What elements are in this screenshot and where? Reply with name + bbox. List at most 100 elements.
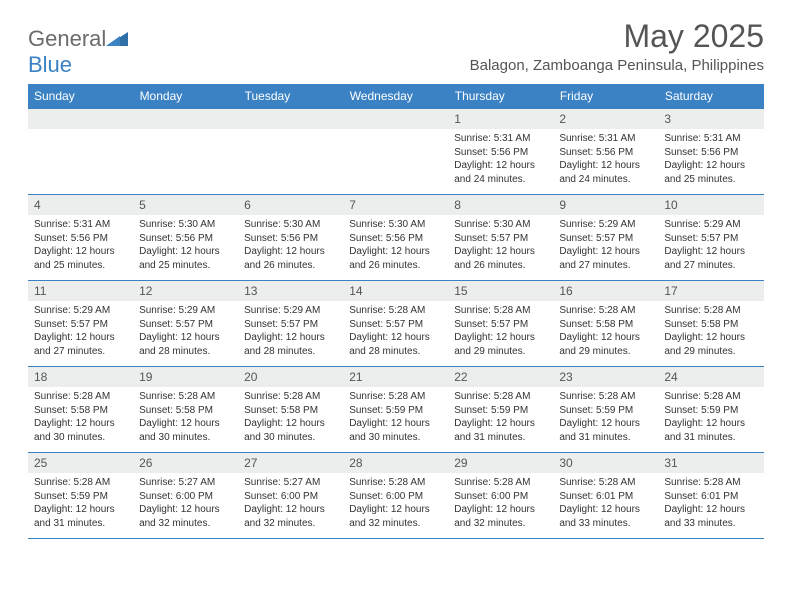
day-number: 17 — [658, 281, 763, 301]
calendar-day-cell: 10Sunrise: 5:29 AMSunset: 5:57 PMDayligh… — [658, 195, 763, 281]
calendar-day-cell: 8Sunrise: 5:30 AMSunset: 5:57 PMDaylight… — [448, 195, 553, 281]
logo-text-gray: General — [28, 26, 106, 51]
calendar-week-row: 25Sunrise: 5:28 AMSunset: 5:59 PMDayligh… — [28, 453, 764, 539]
day-details: Sunrise: 5:27 AMSunset: 6:00 PMDaylight:… — [133, 473, 238, 533]
day-details: Sunrise: 5:28 AMSunset: 6:00 PMDaylight:… — [448, 473, 553, 533]
day-number: 10 — [658, 195, 763, 215]
calendar-table: SundayMondayTuesdayWednesdayThursdayFrid… — [28, 84, 764, 539]
calendar-head: SundayMondayTuesdayWednesdayThursdayFrid… — [28, 84, 764, 109]
calendar-day-cell: 19Sunrise: 5:28 AMSunset: 5:58 PMDayligh… — [133, 367, 238, 453]
header: GeneralBlue May 2025 Balagon, Zamboanga … — [28, 18, 764, 78]
calendar-day-cell: 20Sunrise: 5:28 AMSunset: 5:58 PMDayligh… — [238, 367, 343, 453]
day-number-empty — [28, 109, 133, 129]
calendar-week-row: 11Sunrise: 5:29 AMSunset: 5:57 PMDayligh… — [28, 281, 764, 367]
day-number: 16 — [553, 281, 658, 301]
day-details: Sunrise: 5:29 AMSunset: 5:57 PMDaylight:… — [133, 301, 238, 361]
calendar-day-cell: 29Sunrise: 5:28 AMSunset: 6:00 PMDayligh… — [448, 453, 553, 539]
day-number: 14 — [343, 281, 448, 301]
day-number: 31 — [658, 453, 763, 473]
calendar-body: 1Sunrise: 5:31 AMSunset: 5:56 PMDaylight… — [28, 109, 764, 539]
day-number: 12 — [133, 281, 238, 301]
day-number-empty — [133, 109, 238, 129]
day-details: Sunrise: 5:28 AMSunset: 5:59 PMDaylight:… — [658, 387, 763, 447]
calendar-day-cell: 13Sunrise: 5:29 AMSunset: 5:57 PMDayligh… — [238, 281, 343, 367]
calendar-week-row: 18Sunrise: 5:28 AMSunset: 5:58 PMDayligh… — [28, 367, 764, 453]
day-details: Sunrise: 5:28 AMSunset: 6:01 PMDaylight:… — [553, 473, 658, 533]
calendar-week-row: 4Sunrise: 5:31 AMSunset: 5:56 PMDaylight… — [28, 195, 764, 281]
calendar-day-cell: 25Sunrise: 5:28 AMSunset: 5:59 PMDayligh… — [28, 453, 133, 539]
day-details: Sunrise: 5:28 AMSunset: 5:58 PMDaylight:… — [238, 387, 343, 447]
day-number: 4 — [28, 195, 133, 215]
calendar-day-cell: 28Sunrise: 5:28 AMSunset: 6:00 PMDayligh… — [343, 453, 448, 539]
weekday-header: Friday — [553, 84, 658, 109]
day-number: 22 — [448, 367, 553, 387]
weekday-header: Thursday — [448, 84, 553, 109]
day-number: 19 — [133, 367, 238, 387]
day-details: Sunrise: 5:30 AMSunset: 5:56 PMDaylight:… — [343, 215, 448, 275]
title-block: May 2025 Balagon, Zamboanga Peninsula, P… — [470, 18, 764, 74]
weekday-header: Sunday — [28, 84, 133, 109]
day-details: Sunrise: 5:29 AMSunset: 5:57 PMDaylight:… — [238, 301, 343, 361]
day-details: Sunrise: 5:29 AMSunset: 5:57 PMDaylight:… — [658, 215, 763, 275]
day-number: 9 — [553, 195, 658, 215]
calendar-day-cell: 24Sunrise: 5:28 AMSunset: 5:59 PMDayligh… — [658, 367, 763, 453]
day-number: 21 — [343, 367, 448, 387]
day-number: 7 — [343, 195, 448, 215]
logo-triangle-icon — [106, 30, 128, 46]
day-number: 29 — [448, 453, 553, 473]
day-number: 24 — [658, 367, 763, 387]
calendar-day-cell: 15Sunrise: 5:28 AMSunset: 5:57 PMDayligh… — [448, 281, 553, 367]
day-details: Sunrise: 5:30 AMSunset: 5:57 PMDaylight:… — [448, 215, 553, 275]
day-number: 27 — [238, 453, 343, 473]
day-number: 25 — [28, 453, 133, 473]
day-number: 11 — [28, 281, 133, 301]
calendar-day-cell: 6Sunrise: 5:30 AMSunset: 5:56 PMDaylight… — [238, 195, 343, 281]
day-details: Sunrise: 5:31 AMSunset: 5:56 PMDaylight:… — [658, 129, 763, 189]
logo-text-blue: Blue — [28, 52, 72, 77]
day-details: Sunrise: 5:28 AMSunset: 5:58 PMDaylight:… — [553, 301, 658, 361]
day-number: 1 — [448, 109, 553, 129]
calendar-day-cell: 26Sunrise: 5:27 AMSunset: 6:00 PMDayligh… — [133, 453, 238, 539]
day-details: Sunrise: 5:29 AMSunset: 5:57 PMDaylight:… — [28, 301, 133, 361]
day-details: Sunrise: 5:28 AMSunset: 5:58 PMDaylight:… — [658, 301, 763, 361]
calendar-day-cell: 4Sunrise: 5:31 AMSunset: 5:56 PMDaylight… — [28, 195, 133, 281]
calendar-day-cell: 11Sunrise: 5:29 AMSunset: 5:57 PMDayligh… — [28, 281, 133, 367]
day-number: 28 — [343, 453, 448, 473]
day-details: Sunrise: 5:28 AMSunset: 5:59 PMDaylight:… — [553, 387, 658, 447]
calendar-day-cell: 7Sunrise: 5:30 AMSunset: 5:56 PMDaylight… — [343, 195, 448, 281]
calendar-day-cell: 14Sunrise: 5:28 AMSunset: 5:57 PMDayligh… — [343, 281, 448, 367]
day-details: Sunrise: 5:28 AMSunset: 5:58 PMDaylight:… — [133, 387, 238, 447]
day-number: 23 — [553, 367, 658, 387]
day-details: Sunrise: 5:30 AMSunset: 5:56 PMDaylight:… — [133, 215, 238, 275]
calendar-day-cell: 31Sunrise: 5:28 AMSunset: 6:01 PMDayligh… — [658, 453, 763, 539]
weekday-header: Saturday — [658, 84, 763, 109]
day-details: Sunrise: 5:31 AMSunset: 5:56 PMDaylight:… — [448, 129, 553, 189]
calendar-day-cell: 30Sunrise: 5:28 AMSunset: 6:01 PMDayligh… — [553, 453, 658, 539]
day-details: Sunrise: 5:28 AMSunset: 5:59 PMDaylight:… — [343, 387, 448, 447]
calendar-day-cell: 16Sunrise: 5:28 AMSunset: 5:58 PMDayligh… — [553, 281, 658, 367]
day-details: Sunrise: 5:27 AMSunset: 6:00 PMDaylight:… — [238, 473, 343, 533]
calendar-day-cell: 3Sunrise: 5:31 AMSunset: 5:56 PMDaylight… — [658, 109, 763, 195]
calendar-day-cell: 18Sunrise: 5:28 AMSunset: 5:58 PMDayligh… — [28, 367, 133, 453]
day-number: 8 — [448, 195, 553, 215]
calendar-day-cell — [133, 109, 238, 195]
day-details: Sunrise: 5:31 AMSunset: 5:56 PMDaylight:… — [553, 129, 658, 189]
day-number: 20 — [238, 367, 343, 387]
month-title: May 2025 — [470, 18, 764, 55]
day-details: Sunrise: 5:28 AMSunset: 5:58 PMDaylight:… — [28, 387, 133, 447]
calendar-day-cell — [343, 109, 448, 195]
day-details: Sunrise: 5:28 AMSunset: 5:59 PMDaylight:… — [448, 387, 553, 447]
day-number: 26 — [133, 453, 238, 473]
day-number-empty — [238, 109, 343, 129]
day-number: 2 — [553, 109, 658, 129]
calendar-day-cell — [238, 109, 343, 195]
calendar-day-cell: 27Sunrise: 5:27 AMSunset: 6:00 PMDayligh… — [238, 453, 343, 539]
logo-text: GeneralBlue — [28, 26, 128, 78]
day-number: 5 — [133, 195, 238, 215]
weekday-header: Monday — [133, 84, 238, 109]
day-details: Sunrise: 5:30 AMSunset: 5:56 PMDaylight:… — [238, 215, 343, 275]
weekday-header: Wednesday — [343, 84, 448, 109]
day-number: 3 — [658, 109, 763, 129]
day-details: Sunrise: 5:28 AMSunset: 6:01 PMDaylight:… — [658, 473, 763, 533]
day-number: 18 — [28, 367, 133, 387]
